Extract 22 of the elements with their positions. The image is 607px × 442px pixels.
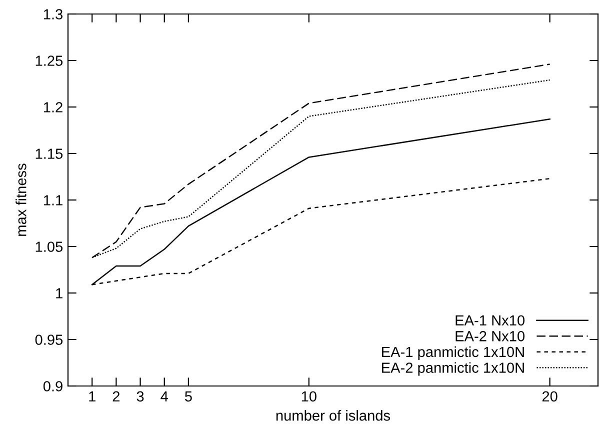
y-tick-label: 1.05 [36, 242, 63, 252]
y-tick-label: 0.9 [43, 381, 62, 392]
legend-label: EA-1 Nx10 [456, 315, 525, 326]
y-tick-label: 1.25 [36, 56, 63, 66]
y-tick-label: 1.1 [44, 195, 62, 206]
x-tick-label: 3 [136, 391, 144, 402]
legend-label: EA-1 panmictic 1x10N [382, 346, 524, 360]
x-tick-label: 20 [542, 391, 558, 402]
x-tick-label: 4 [160, 391, 168, 402]
y-tick-label: 1.2 [44, 102, 62, 112]
legend-label: EA-2 panmictic 1x10N [382, 362, 524, 376]
y-tick-label: 1.15 [36, 148, 63, 159]
x-tick-label: 1 [89, 391, 96, 402]
y-tick-label: 1.3 [44, 9, 62, 20]
legend-label: EA-2 Nx10 [456, 331, 525, 342]
y-tick-label: 1 [56, 288, 62, 298]
y-tick-label: 0.95 [35, 334, 63, 345]
x-tick-label: 2 [112, 391, 120, 402]
x-tick-label: 5 [184, 391, 192, 402]
y-axis-title: max fitness [16, 164, 26, 236]
x-tick-label: 10 [302, 391, 316, 402]
x-axis-title: number of islands [276, 410, 390, 421]
